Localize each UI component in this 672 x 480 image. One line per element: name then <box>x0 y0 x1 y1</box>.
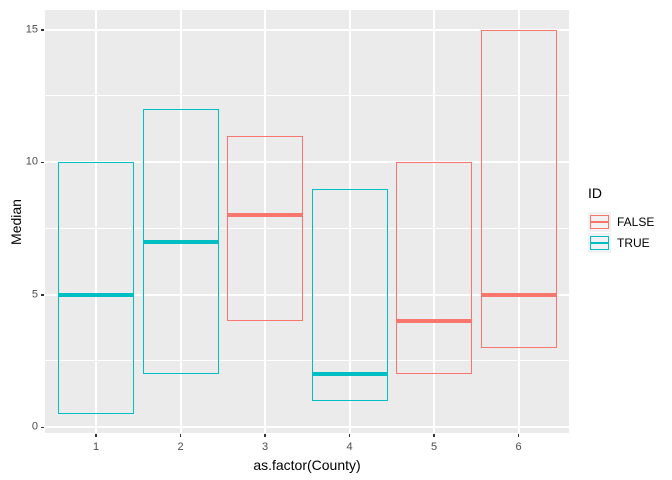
x-tick-label-6: 6 <box>515 441 522 453</box>
crossbar-county-4 <box>311 188 388 401</box>
minor-gridline-y-12.5 <box>45 95 569 97</box>
x-tick-label-2: 2 <box>177 441 184 453</box>
major-gridline-x-1 <box>95 10 97 433</box>
x-tick-4 <box>348 434 351 437</box>
legend-label-false: FALSE <box>617 215 655 229</box>
x-tick-label-3: 3 <box>261 441 269 453</box>
crossbar-county-1 <box>58 162 134 414</box>
major-gridline-x-3 <box>264 10 266 433</box>
major-gridline-y-5 <box>45 293 569 296</box>
legend-key-true <box>588 233 611 253</box>
major-gridline-y-10 <box>45 161 569 163</box>
major-gridline-x-2 <box>179 10 182 433</box>
crossbar-glyph-midline-icon <box>591 221 608 223</box>
legend-key-false <box>588 212 611 232</box>
crossbar-county-3 <box>227 135 303 321</box>
minor-gridline-y-2.5 <box>45 360 569 362</box>
x-tick-1 <box>95 434 97 437</box>
major-gridline-x-4 <box>348 10 351 433</box>
minor-gridline-y-7.5 <box>45 227 569 229</box>
y-tick-0 <box>41 426 44 428</box>
y-tick-label-0: 0 <box>31 420 38 433</box>
legend-item-true: TRUE <box>588 233 654 253</box>
crossbar-county-5 <box>396 162 472 374</box>
crossbar-county-6 <box>480 29 557 348</box>
median-line-county-1 <box>58 292 134 297</box>
x-axis-title: as.factor(County) <box>253 457 361 473</box>
y-tick-5 <box>41 294 44 296</box>
y-tick-label-5: 5 <box>31 288 38 300</box>
y-tick-label-15: 15 <box>25 23 38 35</box>
crossbar-glyph-midline-icon <box>591 242 608 244</box>
y-tick-10 <box>41 161 44 163</box>
crossbar-glyph-false-icon <box>590 215 609 229</box>
median-line-county-5 <box>396 319 472 323</box>
x-tick-label-5: 5 <box>430 441 438 453</box>
x-tick-6 <box>517 434 520 437</box>
x-tick-label-4: 4 <box>346 441 353 453</box>
plot-panel <box>45 10 569 433</box>
legend-item-false: FALSE <box>588 212 654 232</box>
x-tick-label-1: 1 <box>92 441 100 453</box>
legend-title: ID <box>588 185 602 201</box>
major-gridline-x-5 <box>433 10 435 433</box>
y-axis-title: Median <box>8 198 24 245</box>
median-line-county-4 <box>311 372 388 376</box>
legend: ID FALSE TRUE <box>588 186 654 254</box>
major-gridline-y-0 <box>45 426 569 428</box>
y-tick-15 <box>41 29 44 31</box>
median-line-county-6 <box>480 292 557 297</box>
x-tick-5 <box>433 434 435 437</box>
crossbar-glyph-true-icon <box>590 236 609 250</box>
x-tick-2 <box>179 434 182 437</box>
median-line-county-2 <box>142 239 219 244</box>
y-tick-label-10: 10 <box>25 155 38 168</box>
median-line-county-3 <box>227 213 303 217</box>
major-gridline-y-15 <box>45 28 569 31</box>
x-tick-3 <box>264 434 266 437</box>
legend-label-true: TRUE <box>617 236 650 250</box>
major-gridline-x-6 <box>517 10 520 433</box>
